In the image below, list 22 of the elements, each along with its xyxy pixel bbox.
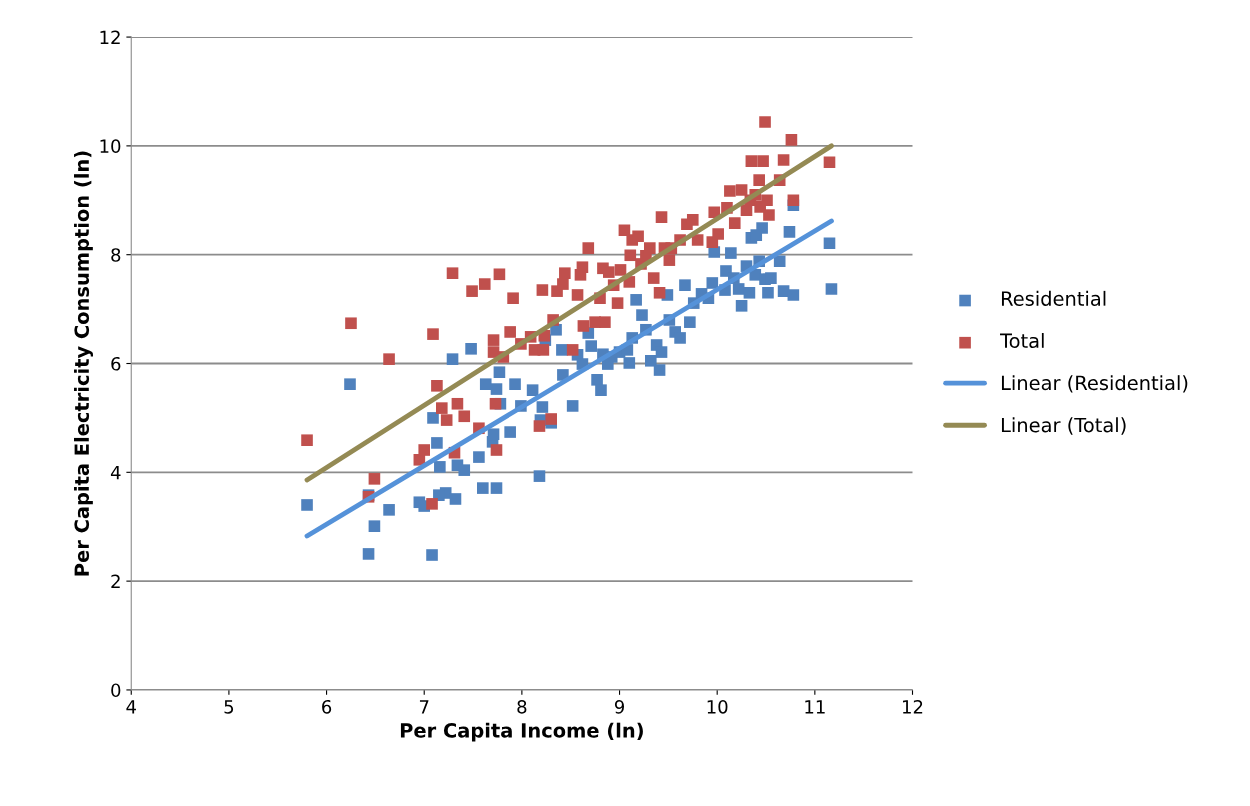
x-axis-title: Per Capita Income (ln) — [400, 722, 643, 742]
legend-label: Linear (Residential) — [1001, 375, 1188, 393]
y-tick-label: 8 — [111, 248, 121, 262]
y-tick-label: 10 — [100, 139, 121, 153]
x-tick-label: 7 — [419, 700, 429, 714]
y-tick-label: 0 — [111, 683, 121, 698]
x-tick-label: 10 — [707, 699, 728, 714]
x-tick-label: 11 — [805, 700, 825, 714]
y-tick-label: 4 — [110, 466, 121, 480]
y-tick-label: 6 — [111, 356, 121, 371]
y-tick-label: 2 — [111, 574, 120, 588]
legend-label: Residential — [1001, 290, 1106, 306]
x-tick-label: 12 — [903, 699, 923, 714]
x-tick-label: 8 — [517, 699, 527, 714]
legend-label: Linear (Total) — [1001, 417, 1126, 435]
x-tick-label: 4 — [126, 700, 136, 714]
y-tick-label: 12 — [100, 30, 120, 44]
x-tick-label: 6 — [322, 699, 332, 714]
legend-label: Total — [1000, 333, 1044, 349]
x-tick-label: 9 — [614, 699, 625, 714]
x-tick-label: 5 — [224, 700, 234, 714]
y-axis-title: Per Capita Electricity Consumption (ln) — [74, 151, 93, 576]
